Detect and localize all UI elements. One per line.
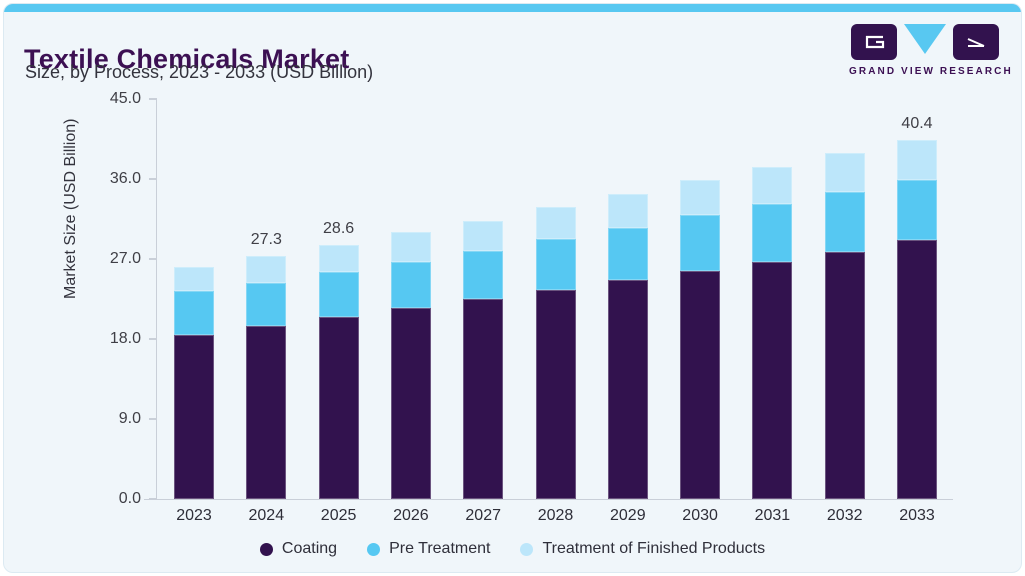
chart-card: Textile Chemicals Market Size, by Proces… [3,3,1022,573]
segment-coating-2024 [246,325,287,499]
segment-coating-2030 [680,270,721,499]
legend-item-treatment-of-finished-products: Treatment of Finished Products [520,540,765,558]
segment-treatment-of-finished-products-2029 [607,194,648,228]
logo-r-icon [953,24,999,60]
y-tick-mark [149,258,157,260]
segment-pre-treatment-2030 [680,215,721,271]
x-tick-label: 2033 [899,507,935,524]
segment-pre-treatment-2031 [752,203,793,262]
x-tick-label: 2032 [826,507,863,524]
bar-2027 [463,220,504,499]
page-subtitle: Size, by Process, 2023 - 2033 (USD Billi… [25,62,374,82]
legend-dot-icon [259,542,273,556]
legend-item-pre-treatment: Pre Treatment [367,540,490,558]
y-tick-label: 9.0 [118,410,141,427]
segment-treatment-of-finished-products-2028 [535,206,576,240]
segment-treatment-of-finished-products-2032 [824,153,865,193]
segment-pre-treatment-2024 [246,283,287,326]
plot-area: 0.0 9.0 18.0 27.0 36.0 45.0 2023 27.3 2024 28.6 20… [110,90,953,524]
segment-coating-2032 [824,251,865,499]
bar-2028 [535,206,576,499]
segment-coating-2027 [463,299,504,499]
segment-pre-treatment-2028 [535,239,576,291]
x-tick-label: 2031 [754,507,791,524]
bar-2033 [897,139,937,499]
segment-coating-2026 [390,307,431,499]
logo-g-icon [851,24,897,60]
x-axis-line [144,498,953,500]
segment-coating-2033 [897,240,937,499]
y-tick-label: 18.0 [109,330,141,347]
x-tick-label: 2027 [465,507,501,524]
legend-label: Coating [281,540,338,557]
y-tick-mark [149,498,157,500]
segment-pre-treatment-2027 [463,251,504,299]
segment-pre-treatment-2033 [897,179,937,241]
y-tick-label: 36.0 [109,170,141,187]
x-tick-label: 2028 [537,507,574,524]
x-tick-label: 2024 [248,507,285,524]
legend-dot-icon [367,542,381,556]
segment-coating-2028 [535,290,576,499]
x-tick-label: 2030 [682,507,718,524]
chart-legend: Coating Pre Treatment Treatment of Finishe… [4,540,1021,558]
segment-treatment-of-finished-products-2024 [246,256,287,283]
y-tick-label: 45.0 [109,90,141,107]
segment-pre-treatment-2026 [390,261,431,308]
bar-2032 [824,153,865,499]
segment-pre-treatment-2032 [824,192,865,252]
bar-2026 [390,232,431,499]
segment-pre-treatment-2029 [607,227,648,281]
bar-2030 [680,179,721,499]
segment-treatment-of-finished-products-2027 [463,220,504,251]
segment-coating-2029 [607,280,648,499]
bar-2024 [246,256,287,499]
logo-v-icon [904,24,946,54]
y-tick-label: 0.0 [118,490,141,507]
x-tick-label: 2023 [176,507,212,524]
y-tick-label: 27.0 [109,250,141,267]
card-top-accent [4,4,1021,12]
bar-2025 [318,244,359,499]
bar-2031 [752,166,793,499]
y-tick-mark [149,418,157,420]
legend-dot-icon [520,542,534,556]
bar-value-label: 40.4 [901,114,933,132]
segment-treatment-of-finished-products-2030 [680,179,721,216]
y-tick-mark [149,98,157,100]
segment-coating-2025 [318,316,359,499]
bar-2023 [174,267,214,499]
gvr-logo-mark [849,24,1001,60]
segment-treatment-of-finished-products-2033 [897,139,937,180]
segment-treatment-of-finished-products-2023 [174,267,214,291]
segment-coating-2031 [752,261,793,499]
bar-value-label: 28.6 [323,219,355,237]
legend-label: Pre Treatment [389,540,491,557]
bar-value-label: 27.3 [250,231,282,249]
legend-label: Treatment of Finished Products [542,540,766,557]
y-axis-title: Market Size (USD Billion) [62,118,79,299]
gvr-logo: GRAND VIEW RESEARCH [849,24,1013,77]
x-tick-label: 2026 [393,507,429,524]
legend-item-coating: Coating [259,540,338,558]
segment-treatment-of-finished-products-2031 [752,166,793,204]
x-tick-label: 2029 [610,507,646,524]
segment-treatment-of-finished-products-2025 [318,244,359,273]
y-tick-mark [149,338,157,340]
segment-pre-treatment-2023 [174,291,214,335]
page-title: Textile Chemicals Market [24,44,350,75]
segment-treatment-of-finished-products-2026 [390,232,431,262]
segment-coating-2023 [174,334,214,499]
logo-text: GRAND VIEW RESEARCH [849,66,1013,77]
segment-pre-treatment-2025 [318,272,359,317]
y-tick-mark [149,178,157,180]
bar-2029 [607,194,648,499]
x-tick-label: 2025 [320,507,357,524]
